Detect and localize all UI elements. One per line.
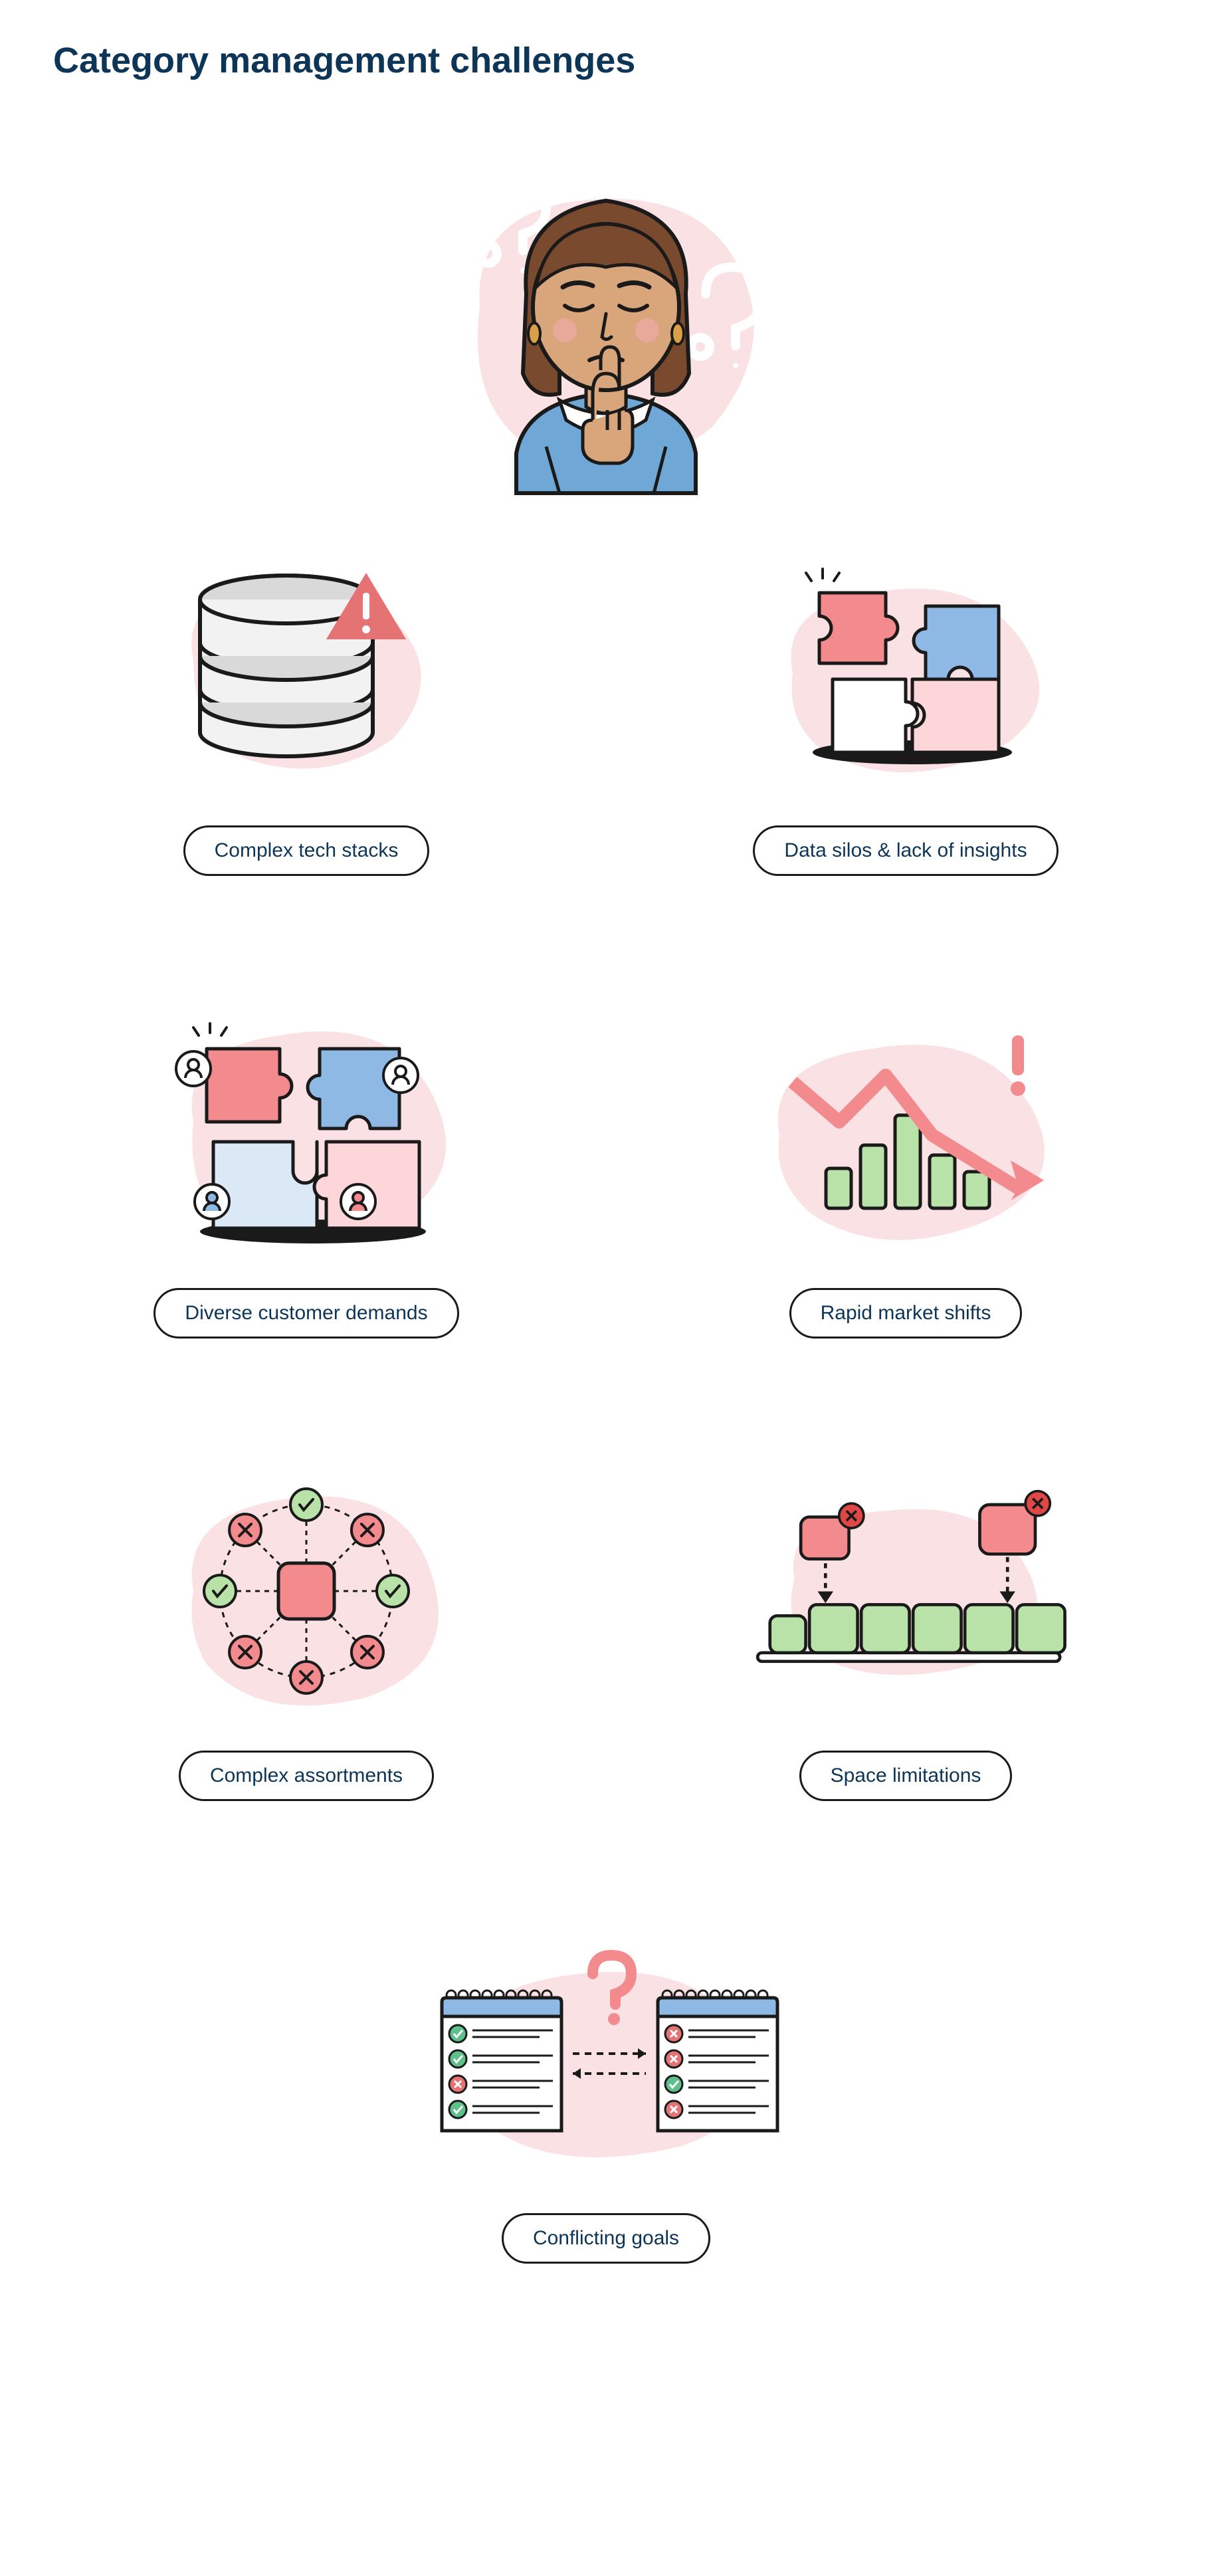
pill-customer-demands: Diverse customer demands bbox=[153, 1288, 458, 1339]
card-customer-demands: Diverse customer demands bbox=[93, 996, 520, 1339]
cards-grid: Complex tech stacks bbox=[53, 533, 1159, 2264]
hero-illustration bbox=[53, 134, 1159, 506]
pill-data-silos: Data silos & lack of insights bbox=[753, 825, 1058, 876]
tech-stacks-icon bbox=[134, 533, 479, 799]
pill-space: Space limitations bbox=[799, 1751, 1013, 1801]
pill-tech-stacks: Complex tech stacks bbox=[183, 825, 430, 876]
assortments-icon bbox=[134, 1458, 479, 1724]
pill-assortments: Complex assortments bbox=[179, 1751, 434, 1801]
customer-demands-icon bbox=[134, 996, 479, 1261]
space-icon bbox=[733, 1458, 1078, 1724]
conflicting-icon bbox=[400, 1921, 812, 2187]
card-tech-stacks: Complex tech stacks bbox=[93, 533, 520, 876]
card-assortments: Complex assortments bbox=[93, 1458, 520, 1801]
data-silos-icon bbox=[733, 533, 1078, 799]
card-space: Space limitations bbox=[692, 1458, 1119, 1801]
card-market-shifts: Rapid market shifts bbox=[692, 996, 1119, 1339]
pill-conflicting: Conflicting goals bbox=[502, 2213, 710, 2264]
card-conflicting: Conflicting goals bbox=[400, 1921, 812, 2264]
pill-market-shifts: Rapid market shifts bbox=[789, 1288, 1023, 1339]
market-shifts-icon bbox=[733, 996, 1078, 1261]
page-title: Category management challenges bbox=[53, 40, 1159, 81]
card-data-silos: Data silos & lack of insights bbox=[692, 533, 1119, 876]
